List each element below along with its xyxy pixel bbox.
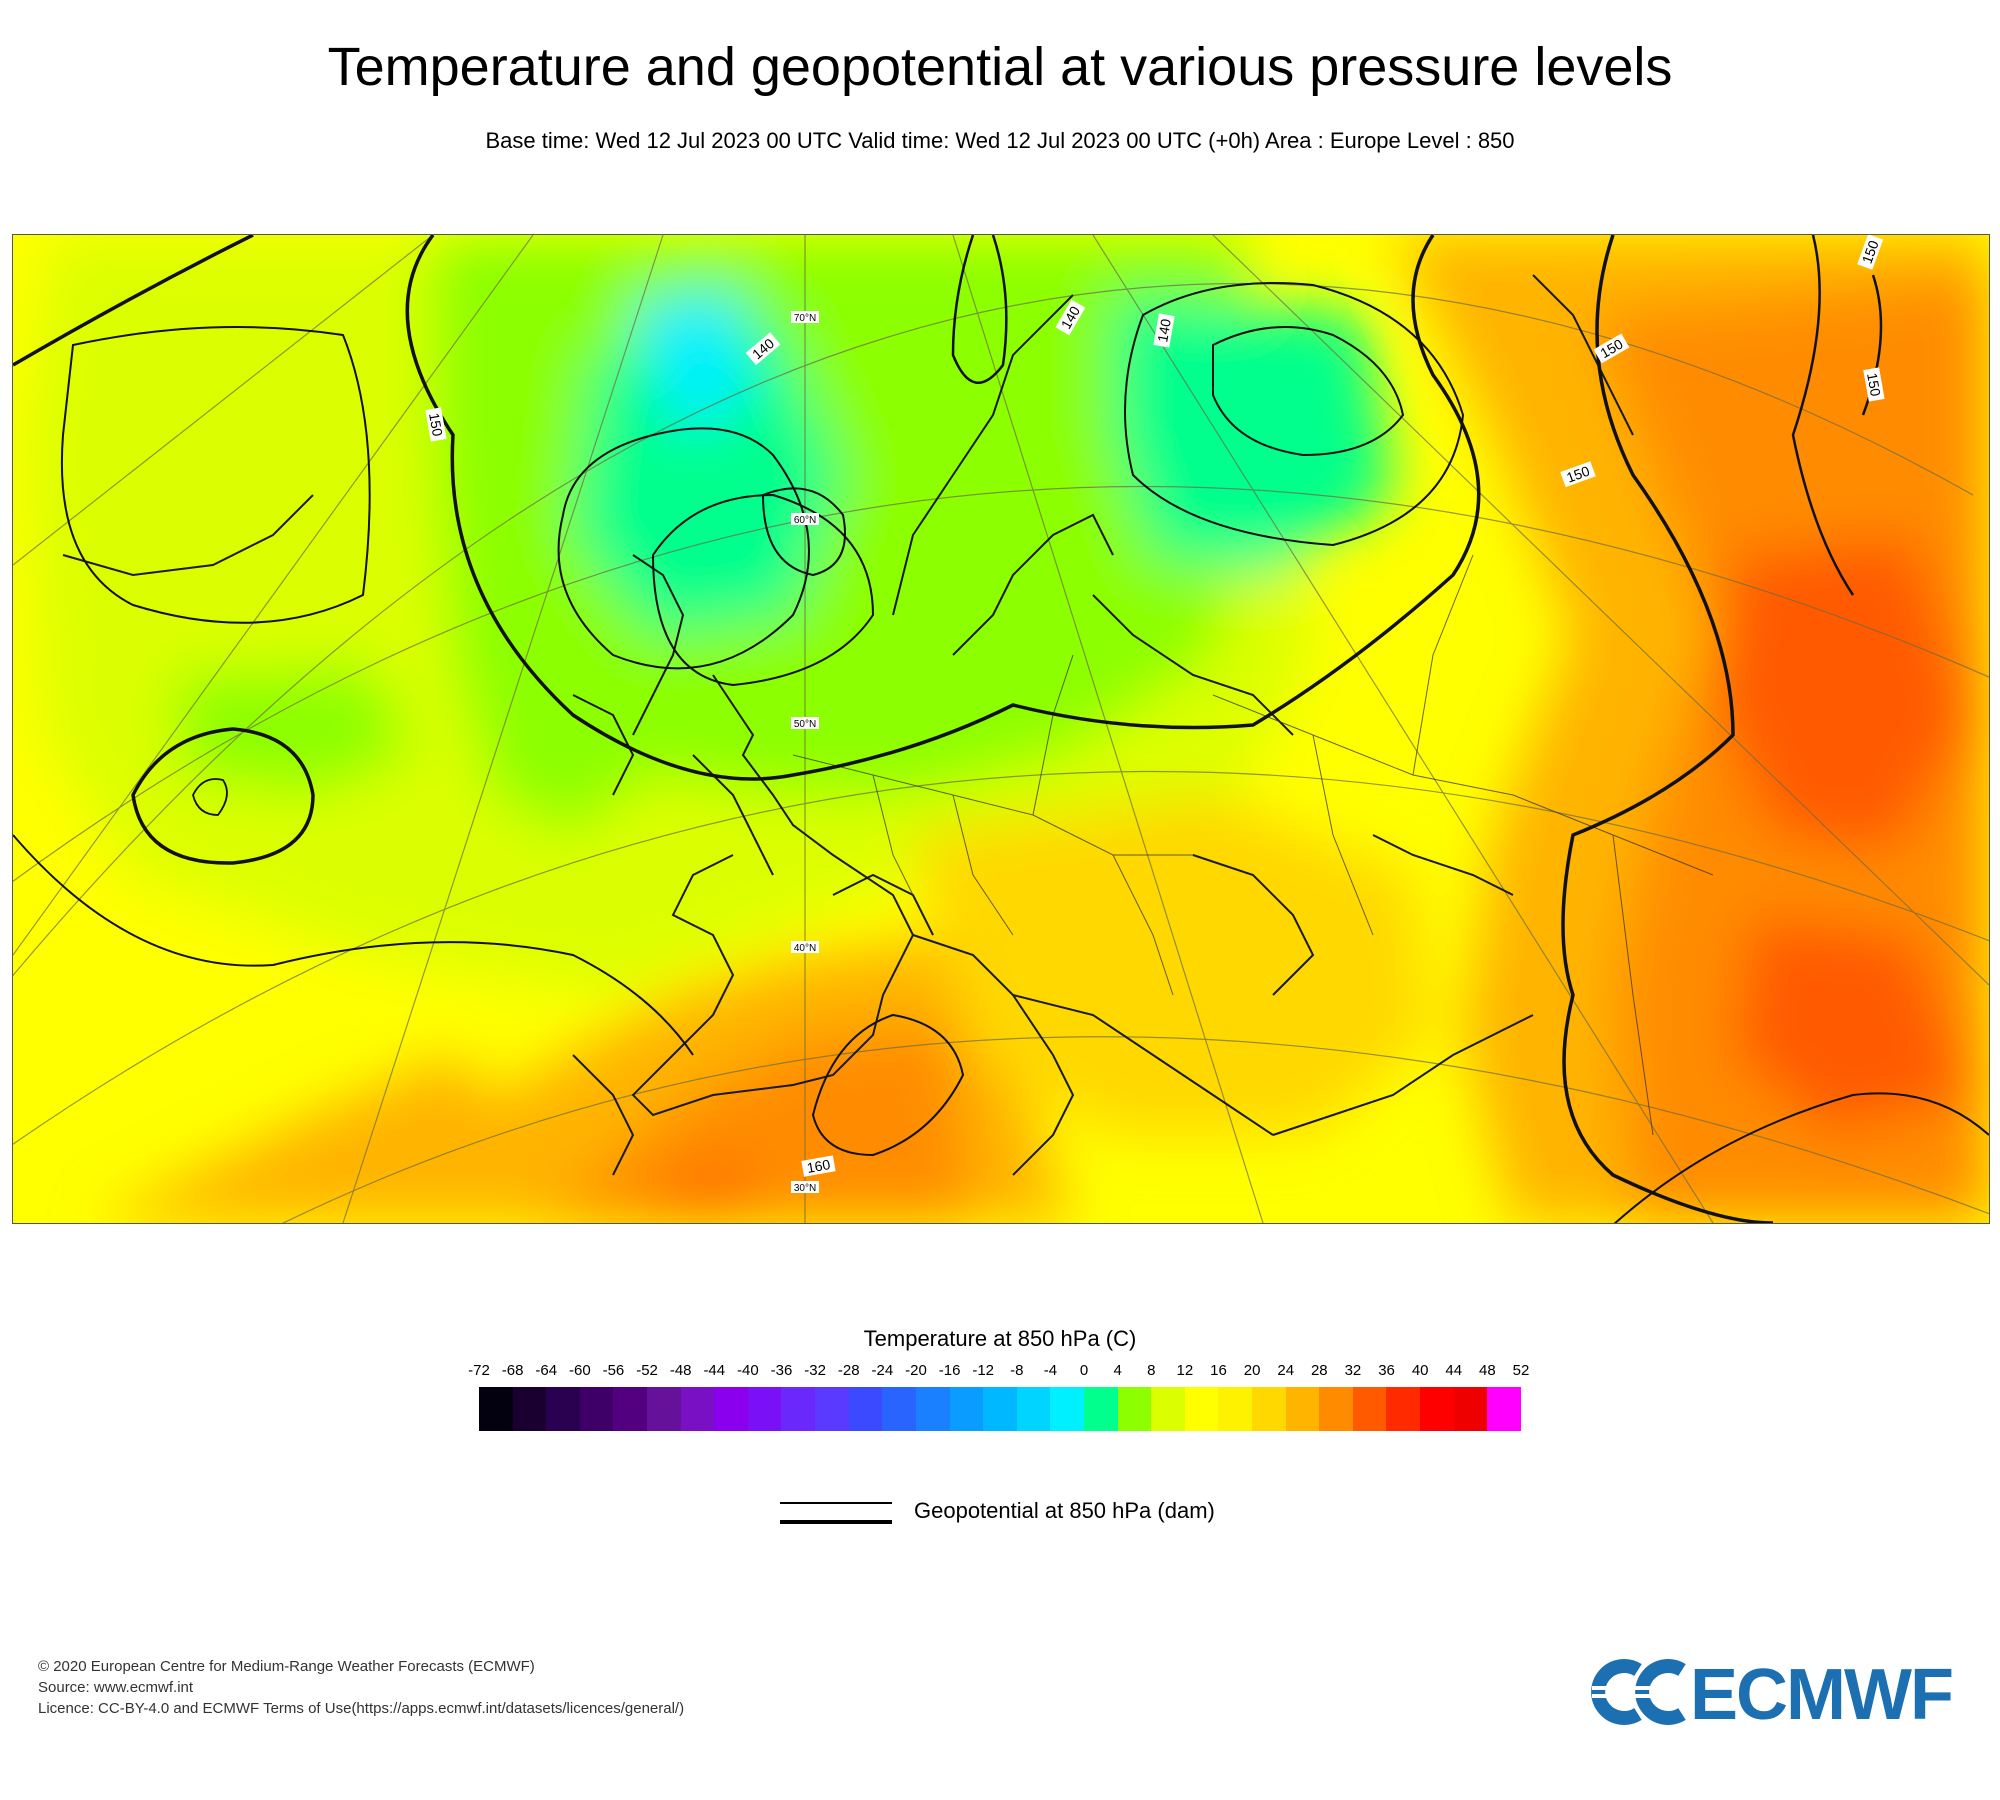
colorbar-tick-label: -64 (535, 1362, 558, 1379)
colorbar-tick-label: -36 (770, 1362, 793, 1379)
colorbar-swatch (1117, 1387, 1152, 1431)
colorbar-tick-label: -12 (972, 1362, 995, 1379)
colorbar-swatch (1184, 1387, 1219, 1431)
contour-label: 160 (806, 1156, 832, 1176)
colorbar-tick-label: -56 (602, 1362, 625, 1379)
ecmwf-logo-icon (1591, 1659, 1688, 1725)
lat-label-30: 30°N (794, 1183, 816, 1194)
colorbar-tick-label: 0 (1079, 1362, 1089, 1379)
colorbar-tick-label: -72 (468, 1362, 490, 1379)
colorbar-swatch (1420, 1387, 1454, 1431)
colorbar-swatch (1050, 1387, 1084, 1431)
colorbar-tick-label: 28 (1310, 1362, 1328, 1379)
colorbar-tick-label: 4 (1113, 1362, 1122, 1379)
legend-line-thin (780, 1502, 892, 1504)
colorbar-swatch (680, 1387, 715, 1431)
colorbar-swatch (1285, 1387, 1320, 1431)
contour-label: 150 (1859, 238, 1882, 266)
lat-label-40: 40°N (794, 943, 816, 954)
chart-title: Temperature and geopotential at various … (327, 37, 1673, 97)
colorbar-swatch (815, 1387, 849, 1431)
contour-label: 150 (426, 412, 446, 438)
legend-line-thick (780, 1520, 892, 1524)
footer: © 2020 European Centre for Medium-Range … (38, 1656, 684, 1719)
colorbar-swatch (1218, 1387, 1253, 1431)
colorbar-swatch (479, 1387, 513, 1431)
colorbar-swatch (1016, 1387, 1051, 1431)
geopotential-contours (13, 235, 1989, 1223)
colorbar-tick-label: -28 (837, 1362, 860, 1379)
legend-label: Geopotential at 850 hPa (dam) (914, 1498, 1215, 1523)
country-borders (792, 554, 1714, 1136)
colorbar-swatch (512, 1387, 547, 1431)
colorbar-tick-label: 40 (1411, 1362, 1429, 1379)
footer-licence: Licence: CC-BY-4.0 and ECMWF Terms of Us… (38, 1700, 685, 1717)
colorbar-tick-label: 24 (1277, 1362, 1295, 1379)
temperature-shading (23, 235, 1989, 1223)
colorbar-swatch (915, 1387, 950, 1431)
contour-label: 140 (1154, 317, 1174, 343)
colorbar-tick-label: -68 (501, 1362, 524, 1379)
colorbar-swatch (747, 1387, 782, 1431)
colorbar-swatch (882, 1387, 916, 1431)
colorbar-swatch (781, 1387, 816, 1431)
colorbar-tick-label: 8 (1147, 1362, 1156, 1379)
colorbar-tick-label: 20 (1243, 1362, 1261, 1379)
ecmwf-logo-text: ECMWF (1690, 1655, 1954, 1735)
colorbar-tick-label: 36 (1378, 1362, 1395, 1379)
colorbar-tick-label: -8 (1010, 1362, 1024, 1379)
colorbar-swatch (579, 1387, 614, 1431)
map-panel: 70°N 60°N 50°N 40°N 30°N 150 140 140 (12, 234, 1990, 1224)
colorbar-tick-label: 44 (1445, 1362, 1463, 1379)
colorbar-swatch (1386, 1387, 1421, 1431)
map-svg: 70°N 60°N 50°N 40°N 30°N 150 140 140 (13, 235, 1989, 1223)
footer-copyright: © 2020 European Centre for Medium-Range … (38, 1658, 535, 1675)
colorbar-swatch (949, 1387, 984, 1431)
colorbar (479, 1387, 1521, 1431)
lat-label-60: 60°N (794, 515, 816, 526)
colorbar-swatch (983, 1387, 1017, 1431)
colorbar-tick-label: 32 (1344, 1362, 1362, 1379)
latitude-labels: 70°N 60°N 50°N 40°N 30°N (791, 311, 819, 1194)
lat-label-70: 70°N (794, 313, 816, 324)
contour-label: 150 (1864, 372, 1884, 398)
colorbar-tick-label: 16 (1210, 1362, 1227, 1379)
colorbar-swatch (1319, 1387, 1353, 1431)
colorbar-tick-label: -16 (938, 1362, 961, 1379)
colorbar-swatch (1083, 1387, 1118, 1431)
colorbar-swatch (1453, 1387, 1488, 1431)
colorbar-tick-label: 48 (1479, 1362, 1496, 1379)
colorbar-tick-label: -4 (1043, 1362, 1058, 1379)
ecmwf-logo: ECMWF (1590, 1652, 1970, 1735)
colorbar-ticks: -72 -68 -64 -60 -56 -52 -48 -44 -40 -36 -32 -28 -24-… (462, 1362, 1542, 1382)
colorbar-tick-label: -60 (568, 1362, 591, 1379)
colorbar-tick-label: -40 (737, 1362, 759, 1379)
colorbar-swatch (613, 1387, 648, 1431)
colorbar-tick-label: -44 (703, 1362, 726, 1379)
colorbar-swatch (647, 1387, 681, 1431)
colorbar-tick-label: -24 (871, 1362, 894, 1379)
colorbar-swatch (1252, 1387, 1286, 1431)
colorbar-tick-label: 52 (1512, 1362, 1530, 1379)
colorbar-title: Temperature at 850 hPa (C) (863, 1326, 1137, 1351)
colorbar-tick-label: -32 (804, 1362, 826, 1379)
colorbar-tick-label: 12 (1176, 1362, 1194, 1379)
footer-source: Source: www.ecmwf.int (38, 1679, 194, 1696)
colorbar-swatch (1352, 1387, 1387, 1431)
lat-label-50: 50°N (794, 719, 816, 730)
colorbar-tick-label: -52 (636, 1362, 658, 1379)
colorbar-tick-label: -48 (669, 1362, 692, 1379)
colorbar-swatch (1487, 1387, 1521, 1431)
colorbar-tick-label: -20 (905, 1362, 927, 1379)
chart-subtitle: Base time: Wed 12 Jul 2023 00 UTC Valid … (485, 128, 1515, 153)
colorbar-swatch (1151, 1387, 1185, 1431)
colorbar-swatch (848, 1387, 883, 1431)
coastlines (62, 274, 1634, 1176)
contour-label: 150 (1564, 463, 1592, 486)
colorbar-swatch (714, 1387, 748, 1431)
colorbar-swatch (546, 1387, 580, 1431)
